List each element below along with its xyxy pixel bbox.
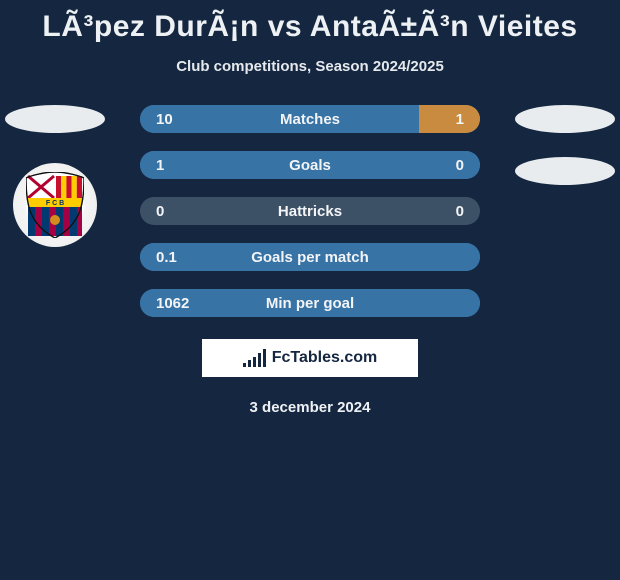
stat-label: Hattricks [210,203,410,220]
stat-row: 0.1Goals per match [140,243,480,271]
season-subtitle: Club competitions, Season 2024/2025 [0,58,620,75]
stat-row: 1Goals0 [140,151,480,179]
stat-rows: 10Matches11Goals00Hattricks00.1Goals per… [140,105,480,317]
svg-text:F C B: F C B [46,200,64,207]
left-flag-icon [5,105,105,133]
stat-label: Goals [210,157,410,174]
snapshot-date: 3 december 2024 [0,399,620,416]
stat-left-value: 10 [140,111,210,128]
stat-right-value: 0 [410,203,480,220]
stat-left-value: 1062 [140,295,210,312]
branding-card: FcTables.com [202,339,418,377]
stat-row: 10Matches1 [140,105,480,133]
comparison-title: LÃ³pez DurÃ¡n vs AntaÃ±Ã³n Vieites [0,0,620,44]
bars-icon [243,349,266,367]
right-club-ellipse-icon [515,157,615,185]
stat-label: Goals per match [210,249,410,266]
stat-label: Min per goal [210,295,410,312]
stat-left-value: 0.1 [140,249,210,266]
stat-row: 0Hattricks0 [140,197,480,225]
stat-label: Matches [210,111,410,128]
stat-left-value: 1 [140,157,210,174]
right-flag-icon [515,105,615,133]
stat-row: 1062Min per goal [140,289,480,317]
stat-right-value: 0 [410,157,480,174]
right-player-column [510,105,620,185]
stat-left-value: 0 [140,203,210,220]
fcb-crest-icon: F C B [26,172,84,238]
branding-text: FcTables.com [272,349,378,367]
comparison-content: F C B 10Matches11Goals00Hattricks00.1Goa… [0,105,620,416]
left-player-column: F C B [0,105,110,247]
left-club-badge: F C B [13,163,97,247]
stat-right-value: 1 [410,111,480,128]
